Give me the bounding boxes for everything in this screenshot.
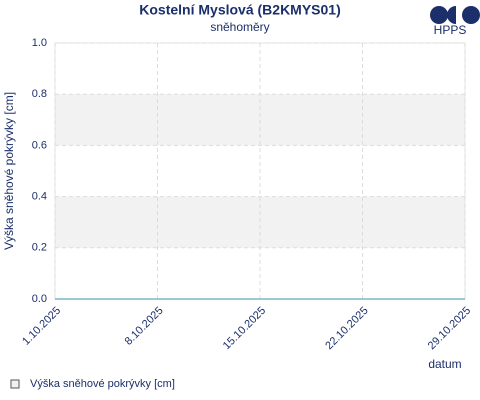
- x-tick-label: 8.10.2025: [123, 305, 166, 348]
- logo-circle: [430, 6, 448, 24]
- y-axis-label: Výška sněhové pokrývky [cm]: [2, 92, 16, 250]
- y-tick-label: 0.2: [32, 242, 47, 254]
- chart-title: Kostelní Myslová (B2KMYS01): [139, 2, 341, 18]
- x-tick-label: 1.10.2025: [20, 305, 63, 348]
- x-tick-label: 15.10.2025: [221, 305, 268, 352]
- y-tick-label: 0.8: [32, 88, 47, 100]
- x-tick-label: 29.10.2025: [426, 305, 473, 352]
- legend-marker: [10, 379, 20, 389]
- legend-label: Výška sněhové pokrývky [cm]: [30, 378, 175, 390]
- x-tick-label: 22.10.2025: [323, 305, 370, 352]
- y-tick-label: 0.0: [32, 293, 47, 305]
- logo: HPPS: [430, 6, 480, 37]
- logo-text: HPPS: [434, 23, 467, 37]
- x-axis-label: datum: [428, 357, 461, 371]
- logo-circle: [462, 6, 480, 24]
- logo-half: [447, 6, 456, 24]
- chart-subtitle: sněhoměry: [210, 20, 269, 34]
- y-tick-label: 1.0: [32, 37, 47, 49]
- y-tick-label: 0.4: [32, 191, 47, 203]
- y-tick-label: 0.6: [32, 139, 47, 151]
